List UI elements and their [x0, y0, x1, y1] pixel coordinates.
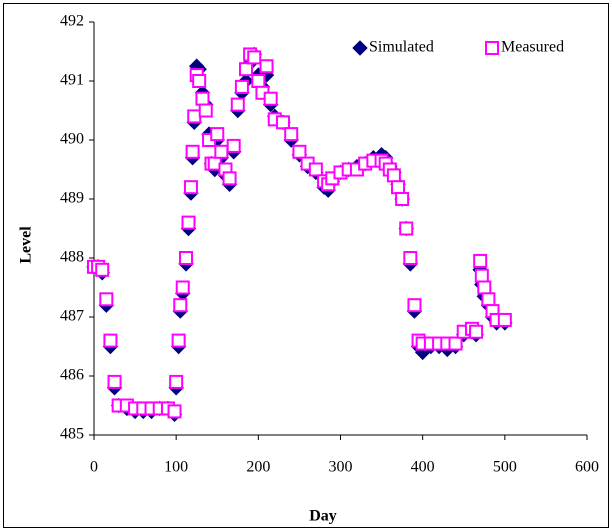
point-measured — [407, 298, 422, 313]
point-measured — [477, 280, 492, 295]
point-measured — [95, 262, 110, 277]
point-measured — [263, 91, 278, 106]
point-measured — [399, 221, 414, 236]
point-measured — [171, 333, 186, 348]
x-axis-title: Day — [309, 508, 337, 525]
y-tick-label: 489 — [60, 190, 84, 207]
point-measured — [448, 336, 463, 351]
point-measured — [175, 280, 190, 295]
point-measured — [391, 180, 406, 195]
point-measured — [234, 79, 249, 94]
legend-label: Measured — [501, 39, 564, 56]
point-measured — [192, 74, 207, 88]
x-tick-label: 0 — [90, 459, 98, 476]
point-measured — [386, 168, 401, 183]
point-measured — [292, 144, 307, 159]
y-tick-label: 490 — [60, 131, 84, 148]
point-measured — [239, 62, 254, 77]
y-tick-label: 487 — [60, 308, 84, 325]
y-axis-title: Level — [18, 226, 35, 264]
point-measured — [181, 215, 196, 230]
y-tick-label: 486 — [60, 367, 84, 384]
x-tick-label: 600 — [575, 459, 599, 476]
legend-label: Simulated — [369, 39, 434, 56]
point-measured — [474, 268, 489, 283]
point-measured — [247, 50, 262, 65]
x-tick-label: 200 — [246, 459, 270, 476]
point-measured — [167, 404, 182, 419]
point-measured — [251, 74, 266, 88]
point-measured — [103, 333, 118, 348]
point-measured — [275, 115, 290, 130]
point-measured — [481, 292, 496, 307]
point-measured — [497, 312, 512, 327]
x-tick-label: 100 — [164, 459, 188, 476]
point-measured — [173, 298, 188, 313]
x-tick-label: 300 — [329, 459, 353, 476]
legend-marker — [485, 41, 499, 55]
point-measured — [469, 324, 484, 339]
legend-marker — [352, 40, 368, 56]
point-measured — [259, 59, 274, 74]
point-measured — [222, 171, 237, 186]
point-measured — [284, 127, 299, 142]
point-measured — [99, 292, 114, 307]
point-measured — [473, 253, 488, 268]
point-measured — [179, 251, 194, 265]
point-measured — [395, 192, 410, 206]
point-measured — [183, 180, 198, 195]
point-measured — [187, 109, 202, 124]
y-tick-label: 485 — [60, 426, 84, 443]
point-measured — [308, 162, 323, 177]
y-tick-label: 488 — [60, 249, 84, 266]
point-measured — [230, 97, 245, 112]
point-measured — [403, 251, 418, 265]
x-tick-label: 500 — [493, 459, 517, 476]
point-measured — [195, 91, 210, 106]
point-measured — [214, 144, 229, 159]
point-measured — [210, 127, 225, 142]
y-tick-label: 492 — [60, 13, 84, 30]
point-measured — [107, 374, 122, 389]
point-measured — [198, 103, 213, 118]
point-measured — [169, 374, 184, 389]
y-tick-label: 491 — [60, 72, 84, 89]
x-tick-label: 400 — [411, 459, 435, 476]
point-measured — [185, 144, 200, 159]
point-measured — [226, 138, 241, 153]
